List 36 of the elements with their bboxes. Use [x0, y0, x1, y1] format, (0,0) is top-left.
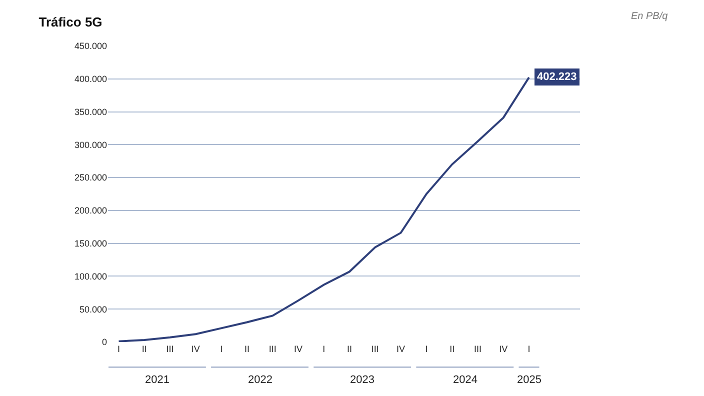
- x-tick-label: III: [474, 344, 482, 354]
- x-tick-label: III: [268, 344, 276, 354]
- y-tick-label: 150.000: [74, 238, 107, 248]
- text: 2023: [350, 374, 374, 386]
- line-series: [118, 76, 530, 342]
- text: 2025: [517, 374, 542, 386]
- y-tick-label: 300.000: [74, 140, 107, 150]
- x-tick-label: II: [450, 344, 455, 354]
- y-tick-label: 400.000: [74, 74, 107, 84]
- x-tick-label: I: [528, 344, 530, 354]
- y-tick-label: 350.000: [74, 106, 107, 117]
- x-tick-label: I: [425, 344, 428, 354]
- y-tick-label: 200.000: [74, 206, 107, 216]
- x-tick-label: I: [220, 344, 223, 354]
- y-tick-label: 50.000: [79, 304, 107, 314]
- y-tick-label: 250.000: [74, 172, 107, 183]
- data-label: 402.223: [537, 71, 577, 83]
- x-tick-label: II: [142, 344, 147, 354]
- text: 2024: [453, 374, 478, 386]
- y-tick-label: 100.000: [74, 271, 107, 282]
- x-tick-label: IV: [294, 344, 302, 354]
- x-tick-label: II: [244, 344, 250, 354]
- x-tick-label: II: [347, 344, 352, 354]
- text: En PB/q: [631, 11, 668, 22]
- x-tick-label: III: [371, 344, 379, 354]
- y-tick-label: 0: [102, 337, 107, 348]
- x-tick-label: IV: [396, 344, 406, 354]
- x-tick-label: IV: [191, 344, 200, 354]
- text: 2022: [248, 374, 272, 386]
- x-tick-label: I: [118, 344, 120, 354]
- x-tick-label: IV: [499, 344, 508, 354]
- x-tick-label: III: [166, 344, 174, 354]
- chart-title: Tráfico 5G: [38, 14, 102, 30]
- x-tick-label: I: [322, 344, 326, 354]
- y-tick-label: 450.000: [74, 41, 107, 52]
- text: 2021: [145, 374, 170, 386]
